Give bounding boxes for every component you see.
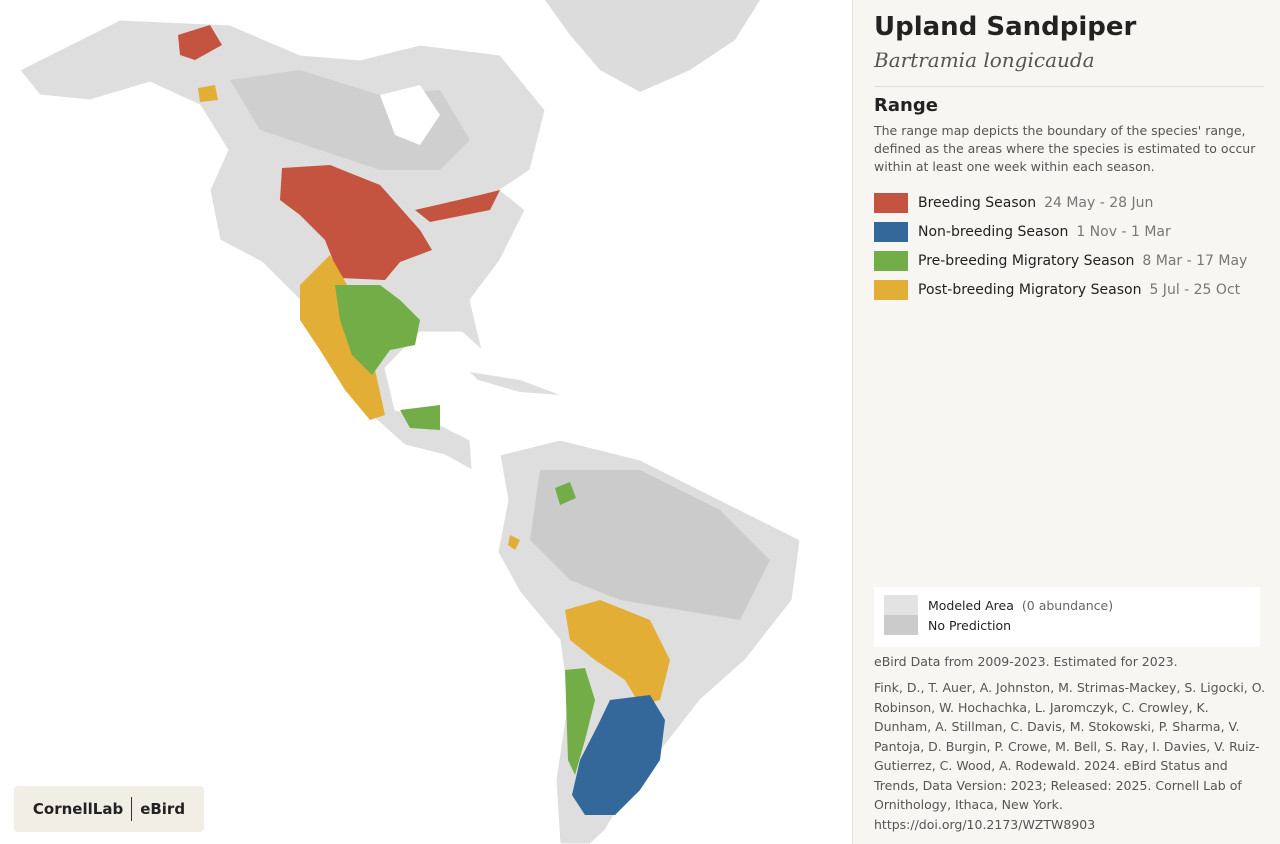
logo[interactable]: CornellLab eBird xyxy=(14,786,204,832)
season-name: Post-breeding Migratory Season xyxy=(918,281,1142,298)
species-title: Upland Sandpiper xyxy=(874,12,1137,42)
range-description: The range map depicts the boundary of th… xyxy=(874,123,1256,174)
season-dates: 24 May - 28 Jun xyxy=(1044,194,1154,211)
logo-separator xyxy=(131,797,133,821)
range-area xyxy=(198,85,670,705)
no-prediction-area xyxy=(530,470,770,620)
season-dates: 1 Nov - 1 Mar xyxy=(1076,223,1171,240)
range-map xyxy=(20,0,800,844)
cuba xyxy=(470,372,560,395)
season-dates: 5 Jul - 25 Oct xyxy=(1149,281,1241,298)
season-swatch xyxy=(874,279,908,300)
map-legend-item: No Prediction xyxy=(884,615,1250,635)
range-area xyxy=(178,25,500,280)
season-swatch xyxy=(874,221,908,242)
season-name: Pre-breeding Migratory Season xyxy=(918,252,1135,269)
season-swatch xyxy=(874,192,908,213)
scientific-name: Bartramia longicauda xyxy=(874,48,1095,72)
map-legend-label: Modeled Area xyxy=(928,597,1014,613)
greenland xyxy=(545,0,760,92)
logo-text: CornellLab xyxy=(32,800,124,818)
map-legend: Modeled Area (0 abundance) No Prediction xyxy=(874,587,1260,647)
range-area xyxy=(572,695,665,815)
info-panel: Upland Sandpiper Bartramia longicauda Ra… xyxy=(852,0,1280,844)
season-item: Pre-breeding Migratory Season 8 Mar - 17 … xyxy=(874,246,1264,275)
map-legend-note: (0 abundance) xyxy=(1021,597,1114,613)
map-legend-label: No Prediction xyxy=(928,617,1012,633)
citation: Fink, D., T. Auer, A. Johnston, M. Strim… xyxy=(874,680,1266,832)
season-name: Non-breeding Season xyxy=(918,223,1069,240)
season-item: Breeding Season 24 May - 28 Jun xyxy=(874,188,1264,217)
map-legend-item: Modeled Area (0 abundance) xyxy=(884,595,1250,615)
hudson-bay xyxy=(380,85,440,145)
map-legend-swatch xyxy=(884,595,918,615)
map-legend-swatch xyxy=(884,615,918,635)
season-item: Non-breeding Season 1 Nov - 1 Mar xyxy=(874,217,1264,246)
season-dates: 8 Mar - 17 May xyxy=(1142,252,1248,269)
data-note: eBird Data from 2009-2023. Estimated for… xyxy=(874,654,1178,669)
season-name: Breeding Season xyxy=(918,194,1037,211)
season-item: Post-breeding Migratory Season 5 Jul - 25… xyxy=(874,275,1264,304)
range-heading: Range xyxy=(874,86,1264,116)
season-legend: Breeding Season 24 May - 28 Jun Non-breedi… xyxy=(874,188,1264,304)
logo-text: eBird xyxy=(140,800,186,818)
season-swatch xyxy=(874,250,908,271)
range-area xyxy=(335,285,595,775)
